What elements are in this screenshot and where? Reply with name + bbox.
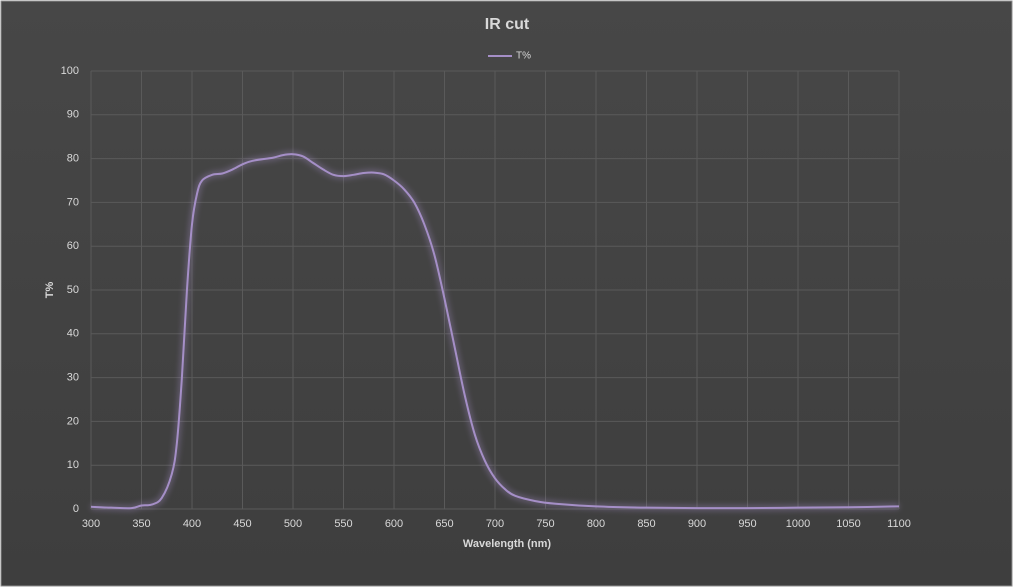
x-tick-label: 850 <box>637 518 655 530</box>
y-tick-label: 20 <box>67 415 79 427</box>
x-tick-label: 450 <box>233 518 251 530</box>
legend: T% <box>488 51 531 62</box>
y-tick-label: 30 <box>67 372 79 384</box>
x-tick-label: 1100 <box>887 518 911 530</box>
y-tick-label: 0 <box>73 503 79 515</box>
x-tick-label: 700 <box>486 518 504 530</box>
x-tick-label: 750 <box>536 518 554 530</box>
y-tick-label: 60 <box>67 240 79 252</box>
y-tick-label: 70 <box>67 196 79 208</box>
x-tick-label: 1050 <box>836 518 860 530</box>
x-tick-label: 300 <box>82 518 100 530</box>
y-tick-label: 80 <box>67 153 79 165</box>
chart-title: IR cut <box>485 16 530 33</box>
x-axis-label: Wavelength (nm) <box>463 538 552 550</box>
x-tick-label: 950 <box>738 518 756 530</box>
grid: 0 10 20 30 40 50 60 70 80 90 100 300 350 400 450 500 550… <box>61 65 911 530</box>
x-tick-label: 900 <box>688 518 706 530</box>
x-tick-label: 550 <box>334 518 352 530</box>
line <box>90 153 900 510</box>
x-tick-label: 1000 <box>786 518 810 530</box>
x-tick-label: 400 <box>183 518 201 530</box>
legend-label: T% <box>516 51 531 62</box>
y-tick-label: 50 <box>67 284 79 296</box>
y-tick-label: 90 <box>67 109 79 121</box>
y-tick-label: 40 <box>67 328 79 340</box>
x-tick-label: 350 <box>132 518 150 530</box>
x-tick-label: 600 <box>385 518 403 530</box>
x-tick-label: 500 <box>284 518 302 530</box>
y-axis-label: T% <box>44 282 56 299</box>
x-tick-label: 800 <box>587 518 605 530</box>
x-tick-label: 650 <box>435 518 453 530</box>
y-tick-label: 100 <box>61 65 79 77</box>
plot <box>90 151 900 512</box>
y-tick-label: 10 <box>67 459 79 471</box>
